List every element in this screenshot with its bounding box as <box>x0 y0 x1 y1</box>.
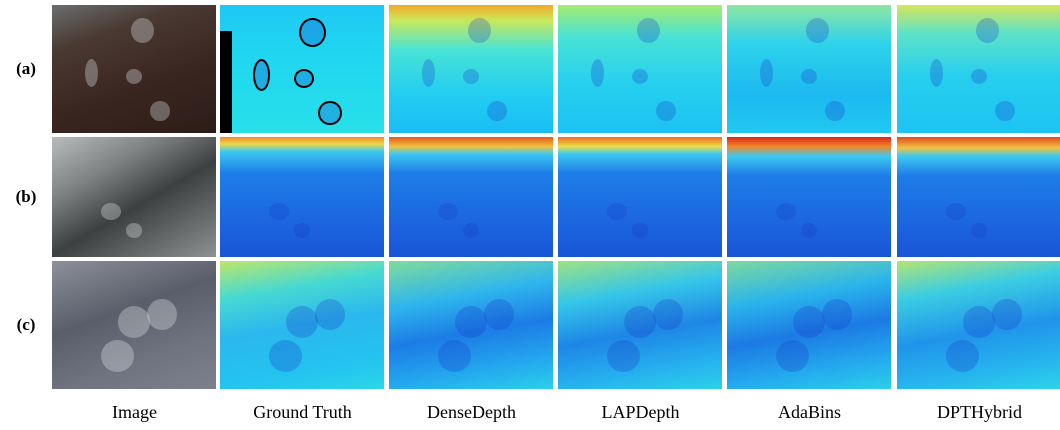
object <box>438 203 458 220</box>
object <box>126 69 142 84</box>
object <box>468 18 491 44</box>
figure: (a) (b) (c) ImageGround TruthDenseDepthLAPD… <box>0 0 1060 430</box>
depth-map <box>220 261 384 389</box>
column-label: DenseDepth <box>389 402 554 423</box>
object <box>801 69 817 84</box>
depth-map <box>897 261 1060 389</box>
input-image <box>52 261 216 389</box>
object <box>118 306 151 338</box>
input-image <box>52 137 216 257</box>
object <box>299 18 326 48</box>
object <box>126 223 142 237</box>
depth-map <box>389 261 553 389</box>
object <box>463 223 479 237</box>
object <box>318 101 342 125</box>
missing-depth <box>220 31 232 133</box>
object <box>455 306 488 338</box>
object <box>286 306 319 338</box>
object <box>150 101 170 121</box>
column-label: Image <box>52 402 217 423</box>
object <box>825 101 845 121</box>
depth-map <box>897 5 1060 133</box>
object <box>101 203 121 220</box>
object <box>131 18 154 44</box>
object <box>294 223 310 237</box>
object <box>484 299 514 330</box>
input-image <box>52 5 216 133</box>
row-label: (a) <box>6 59 46 79</box>
object <box>976 18 999 44</box>
object <box>971 223 987 237</box>
depth-map <box>558 137 722 257</box>
object <box>946 340 979 372</box>
depth-map <box>220 5 384 133</box>
object <box>147 299 177 330</box>
object <box>632 223 648 237</box>
depth-map <box>727 137 891 257</box>
object <box>607 203 627 220</box>
object <box>793 306 826 338</box>
object <box>776 203 796 220</box>
object <box>632 69 648 84</box>
object <box>963 306 996 338</box>
row-label: (b) <box>6 187 46 207</box>
depth-map <box>727 5 891 133</box>
object <box>269 203 289 220</box>
column-label: Ground Truth <box>220 402 385 423</box>
object <box>995 101 1015 121</box>
object <box>269 340 302 372</box>
column-label: AdaBins <box>727 402 892 423</box>
depth-map <box>220 137 384 257</box>
object <box>315 299 345 330</box>
object <box>294 69 314 88</box>
object <box>801 223 817 237</box>
object <box>101 340 134 372</box>
column-label: DPTHybrid <box>897 402 1060 423</box>
object <box>806 18 829 44</box>
object <box>946 203 966 220</box>
depth-map <box>897 137 1060 257</box>
depth-map <box>727 261 891 389</box>
object <box>776 340 809 372</box>
object <box>822 299 852 330</box>
object <box>656 101 676 121</box>
object <box>930 59 943 87</box>
object <box>438 340 471 372</box>
depth-map <box>558 5 722 133</box>
column-label: LAPDepth <box>558 402 723 423</box>
object <box>487 101 507 121</box>
object <box>992 299 1022 330</box>
object <box>591 59 604 87</box>
object <box>637 18 660 44</box>
object <box>760 59 773 87</box>
object <box>463 69 479 84</box>
object <box>85 59 98 87</box>
object <box>253 59 270 91</box>
depth-map <box>389 5 553 133</box>
object <box>422 59 435 87</box>
depth-map <box>558 261 722 389</box>
row-label: (c) <box>6 315 46 335</box>
object <box>624 306 657 338</box>
depth-map <box>389 137 553 257</box>
object <box>653 299 683 330</box>
object <box>971 69 987 84</box>
object <box>607 340 640 372</box>
